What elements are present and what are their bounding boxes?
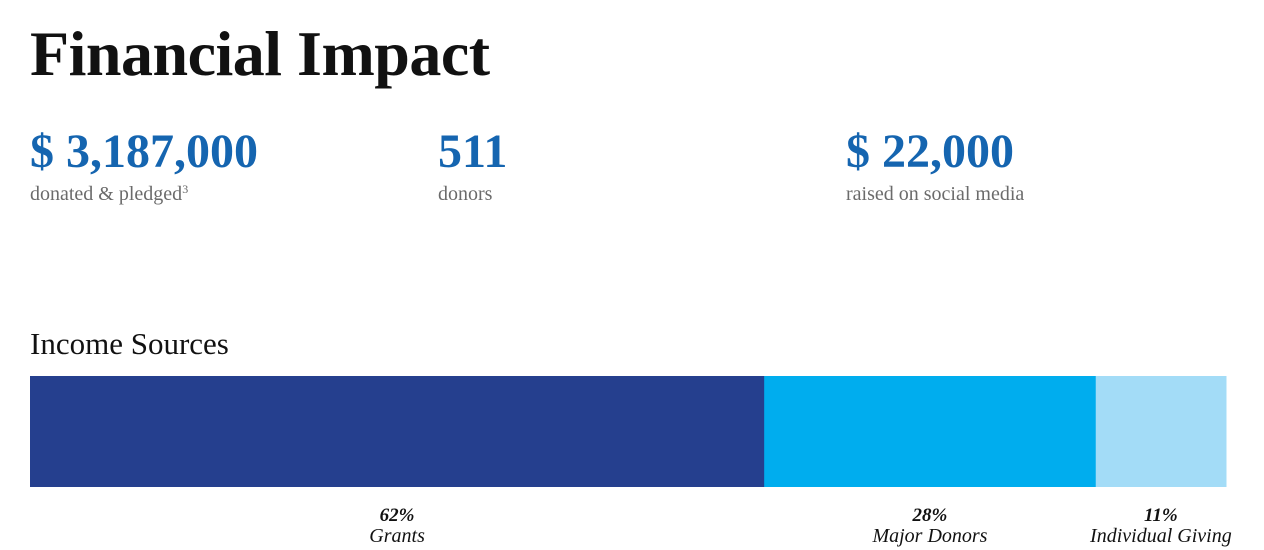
category-label: Individual Giving <box>1089 525 1232 547</box>
stat-value-donated: $ 3,187,000 <box>30 125 258 178</box>
stat-label-donors: donors <box>438 183 493 205</box>
category-label: Major Donors <box>871 525 987 547</box>
stat-label-donated-text: donated & pledged <box>30 183 183 205</box>
chart-title: Income Sources <box>30 326 229 361</box>
bar-segment-individual-giving <box>1095 376 1227 487</box>
stat-social: $ 22,000 raised on social media <box>846 122 1024 206</box>
stat-label-social: raised on social media <box>846 183 1025 205</box>
bar-segment-major-donors <box>764 376 1097 487</box>
value-label: 28% <box>912 505 948 526</box>
value-label: 11% <box>1144 505 1178 526</box>
category-label: Grants <box>369 525 425 547</box>
stat-value-donors: 511 <box>438 125 508 178</box>
value-label: 62% <box>380 505 415 526</box>
stat-donated: $ 3,187,000 donated & pledged3 <box>30 122 258 206</box>
stat-value-social: $ 22,000 <box>846 125 1014 178</box>
bar-segment-grants <box>30 376 765 487</box>
stat-label-donated: donated & pledged3 <box>30 182 258 206</box>
stat-donors: 511 donors <box>438 122 507 206</box>
page-title: Financial Impact <box>30 18 490 89</box>
footnote-marker: 3 <box>182 182 189 196</box>
